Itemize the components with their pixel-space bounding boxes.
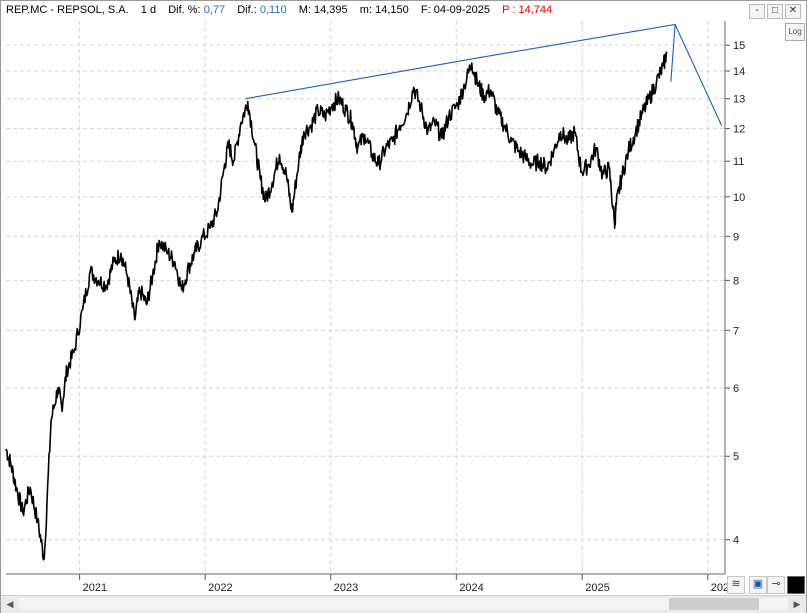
dif-pct-value: 0,77 [203, 4, 226, 16]
trend-line-segment [670, 24, 676, 82]
price-label: P : [502, 4, 516, 16]
horizontal-scrollbar[interactable]: ◀ ▶ [1, 595, 806, 613]
y-tick-label: 13 [733, 94, 745, 106]
y-tick-label: 6 [733, 383, 739, 395]
y-tick-label: 14 [733, 66, 745, 78]
ticker-label: REP.MC - REPSOL, S.A. [6, 4, 129, 16]
scroll-thumb[interactable] [669, 598, 759, 610]
y-tick-label: 4 [733, 535, 739, 547]
save-icon[interactable]: ▣ [749, 576, 767, 594]
restore-button[interactable]: □ [767, 4, 783, 19]
x-tick-label: 2023 [334, 582, 358, 594]
max-value: 14,395 [314, 4, 348, 16]
price-series-line [5, 51, 668, 561]
y-tick-label: 11 [733, 156, 744, 168]
pin-icon[interactable]: ⊸ [767, 576, 785, 594]
price-value: 14,744 [518, 4, 553, 16]
date-label: F: [420, 4, 431, 16]
y-tick-label: 5 [733, 451, 739, 463]
chart-header: REP.MC - REPSOL, S.A. 1 d Dif. %: 0,77 D… [1, 1, 806, 21]
date-value: 04-09-2025 [433, 4, 490, 16]
minimize-button[interactable]: - [749, 4, 765, 19]
y-tick-label: 10 [733, 192, 745, 204]
x-tick-label: 2021 [83, 582, 107, 594]
y-tick-label: 15 [733, 40, 745, 52]
x-tick-label: 2022 [208, 582, 232, 594]
scroll-right-icon[interactable]: ▶ [793, 599, 801, 609]
dif-value: 0,110 [259, 4, 287, 16]
min-value: 14,150 [375, 4, 409, 16]
y-tick-label: 12 [733, 124, 745, 136]
dif-label: Dif.: [237, 4, 257, 16]
scroll-left-icon[interactable]: ◀ [6, 599, 14, 609]
min-label: m: [359, 4, 373, 16]
x-tick-label: 2024 [459, 582, 483, 594]
y-tick-label: 9 [733, 231, 739, 243]
close-button[interactable]: ✕ [785, 4, 801, 19]
y-tick-label: 7 [733, 325, 739, 337]
x-tick-label: 2025 [585, 582, 609, 594]
max-label: M: [298, 4, 311, 16]
log-scale-button[interactable]: Log [785, 23, 805, 41]
trend-line [245, 23, 723, 126]
scroll-track[interactable] [19, 598, 788, 610]
color-square-icon[interactable] [787, 576, 805, 594]
interval-label: 1 d [140, 4, 157, 16]
y-tick-label: 8 [733, 275, 739, 287]
dif-pct-label: Dif. %: [168, 4, 201, 16]
wave-icon[interactable]: ≋ [727, 576, 745, 594]
plot-area [6, 21, 725, 574]
